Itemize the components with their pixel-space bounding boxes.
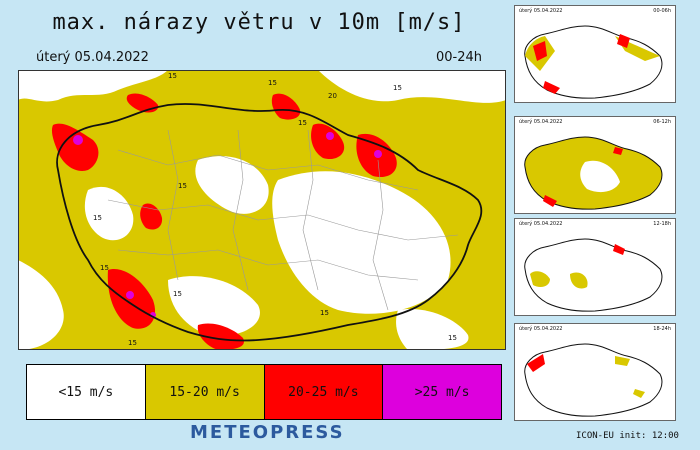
- thumbnail-map: [524, 343, 663, 417]
- thumbnail-date: úterý 05.04.2022: [519, 8, 563, 14]
- thumbnail-date: úterý 05.04.2022: [519, 326, 563, 332]
- contour-label: 15: [100, 264, 109, 272]
- calm-area-north: [18, 70, 168, 102]
- thumbnail-map: [524, 238, 663, 312]
- strong-gusts-north-center: [271, 93, 301, 120]
- calm-area-south: [168, 276, 260, 336]
- thumbnail-map: [524, 25, 663, 99]
- contour-label: 15: [298, 119, 307, 127]
- contour-label: 20: [328, 92, 337, 100]
- district-boundaries: [107, 129, 459, 311]
- contour-label: 15: [448, 334, 457, 342]
- thumbnail-00-06h[interactable]: úterý 05.04.2022 00-06h: [514, 5, 676, 103]
- calm-area-northeast: [318, 70, 506, 103]
- very-strong-gusts-2: [326, 132, 334, 140]
- legend-item-20-25: 20-25 m/s: [264, 365, 384, 419]
- thumbnail-period: 18-24h: [653, 326, 671, 332]
- legend-item-below-15: <15 m/s: [27, 365, 146, 419]
- calm-area-southwest-outside: [18, 260, 64, 350]
- contour-label: 15: [393, 84, 402, 92]
- strong-gusts-south: [197, 323, 244, 350]
- calm-area-center-west: [195, 156, 269, 214]
- very-strong-gusts-1: [73, 135, 83, 145]
- thumbnail-date: úterý 05.04.2022: [519, 119, 563, 125]
- thumbnail-date: úterý 05.04.2022: [519, 221, 563, 227]
- calm-area-west: [84, 186, 134, 241]
- thumbnail-map: [524, 136, 663, 210]
- legend-label: 15-20 m/s: [169, 384, 240, 400]
- forecast-date: úterý 05.04.2022: [36, 50, 149, 65]
- map-title: max. nárazy větru v 10m [m/s]: [52, 10, 466, 35]
- legend-item-15-20: 15-20 m/s: [145, 365, 265, 419]
- strong-gusts-krkonose: [311, 123, 345, 160]
- forecast-period: 00-24h: [436, 50, 483, 65]
- strong-gusts-northwest: [126, 93, 159, 113]
- model-info: ICON-EU init: 12:00: [576, 431, 679, 441]
- legend-label: 20-25 m/s: [288, 384, 359, 400]
- very-strong-gusts-3: [374, 150, 382, 158]
- thumbnail-period: 06-12h: [653, 119, 671, 125]
- contour-label: 15: [173, 290, 182, 298]
- czech-border: [56, 103, 483, 342]
- thumbnail-period: 12-18h: [653, 221, 671, 227]
- thumbnail-18-24h[interactable]: úterý 05.04.2022 18-24h: [514, 323, 676, 421]
- main-wind-gust-map: 15 15 20 15 15 15 15 15 15 15 15 15: [18, 70, 506, 350]
- very-strong-gusts-4: [126, 291, 134, 299]
- map-frame: [18, 70, 506, 350]
- contour-label: 15: [268, 79, 277, 87]
- contour-label: 15: [168, 72, 177, 80]
- contour-label: 15: [320, 309, 329, 317]
- calm-area-southeast: [396, 309, 469, 350]
- contour-label: 15: [93, 214, 102, 222]
- legend-label: >25 m/s: [414, 384, 470, 400]
- strong-gusts-sumava: [107, 269, 156, 329]
- legend-item-above-25: >25 m/s: [383, 365, 501, 419]
- contour-labels: 15 15 20 15 15 15 15 15 15 15 15 15: [93, 72, 457, 347]
- contour-label: 15: [178, 182, 187, 190]
- strong-gusts-west: [51, 123, 99, 171]
- thumbnail-12-18h[interactable]: úterý 05.04.2022 12-18h: [514, 218, 676, 316]
- meteopress-logo: METEOPRESS: [190, 422, 345, 443]
- contour-label: 15: [128, 339, 137, 347]
- thumbnail-period: 00-06h: [653, 8, 671, 14]
- wind-gust-legend: <15 m/s 15-20 m/s 20-25 m/s >25 m/s: [26, 364, 502, 420]
- calm-area-central: [272, 171, 451, 314]
- legend-label: <15 m/s: [58, 384, 114, 400]
- thumbnail-06-12h[interactable]: úterý 05.04.2022 06-12h: [514, 116, 676, 214]
